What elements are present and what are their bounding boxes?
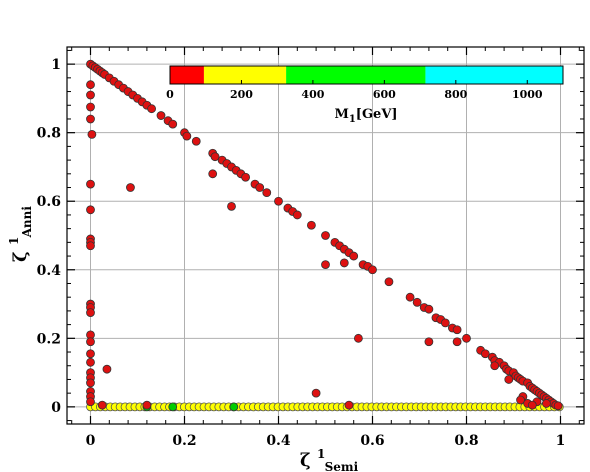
scatter-point-red xyxy=(504,375,514,384)
scatter-point-red xyxy=(86,397,95,407)
y-tick-label: 0.6 xyxy=(37,194,61,210)
scatter-point-red xyxy=(440,318,450,328)
scatter-point-red xyxy=(424,304,434,314)
colorbar-tick-label: 400 xyxy=(301,88,324,101)
scatter-point-red xyxy=(339,258,349,268)
scatter-point-red xyxy=(227,201,236,211)
y-tick-label: 0 xyxy=(51,400,61,416)
colorbar-segment-1 xyxy=(203,66,287,84)
colorbar-title: M1[GeV] xyxy=(334,107,397,125)
scatter-point-red xyxy=(147,104,157,114)
x-axis-title-main: ζ xyxy=(300,450,311,471)
colorbar-frame xyxy=(169,65,564,85)
axis-ticks: 0 0.2 0.4 0.6 0.8 1 0 0.2 0.4 0.6 0.8 1 xyxy=(37,47,584,449)
scatter-point-red xyxy=(126,183,135,192)
plot-frame xyxy=(66,46,585,425)
scatter-point-red xyxy=(191,136,201,146)
scatter-point-red xyxy=(262,188,272,198)
scatter-point-red xyxy=(86,337,95,347)
scatter-point-red xyxy=(321,260,330,270)
scatter-point-red xyxy=(86,179,95,189)
scatter-point-red xyxy=(182,131,192,141)
x-axis-title-sub: Semi xyxy=(325,460,359,472)
scatter-point-red xyxy=(86,205,95,215)
scatter-point-red xyxy=(452,325,462,335)
scatter-point-red xyxy=(86,357,95,367)
scatter-point-green xyxy=(229,402,239,412)
scatter-point-red xyxy=(210,152,220,162)
colorbar-tick-label: 1000 xyxy=(512,88,543,101)
colorbar: 0 200 400 600 800 1000 M1[GeV] xyxy=(166,65,564,125)
scatter-point-red xyxy=(353,333,363,343)
colorbar-segment-3 xyxy=(425,66,563,84)
colorbar-segment-0 xyxy=(170,66,204,84)
scatter-point-red xyxy=(241,172,251,182)
scatter-point-red xyxy=(86,114,95,124)
y-axis-title-main: ζ xyxy=(10,251,31,262)
scatter-point-red xyxy=(344,400,354,410)
x-tick-label: 1 xyxy=(556,433,566,449)
y-axis-title-sup: 1 xyxy=(7,237,21,245)
scatter-point-red xyxy=(516,395,525,405)
scatter-point-red xyxy=(349,251,359,261)
x-tick-label: 0.2 xyxy=(172,433,196,449)
x-axis-title: ζ 1 Semi xyxy=(300,442,359,472)
scatter-point-red xyxy=(86,378,95,388)
scatter-point-red xyxy=(542,399,551,408)
scatter-point-green xyxy=(168,402,178,412)
scatter-point-red xyxy=(86,90,95,100)
scatter-point-red xyxy=(97,400,107,410)
scatter-point-red xyxy=(368,265,377,275)
scatter-point-red xyxy=(168,119,178,129)
y-tick-label: 0.4 xyxy=(37,263,62,279)
scatter-point-red xyxy=(490,361,500,371)
scatter-point-red xyxy=(462,333,471,343)
scatter-point-red xyxy=(527,400,537,410)
colorbar-tick-label: 0 xyxy=(166,88,174,101)
scatter-point-red xyxy=(156,111,166,120)
scatter-point-red xyxy=(86,102,95,112)
scatter-point-red xyxy=(102,364,112,374)
y-tick-label: 0.8 xyxy=(37,126,61,142)
scatter-point-red xyxy=(480,349,490,359)
y-tick-label: 1 xyxy=(51,57,61,73)
scatter-point-red xyxy=(311,388,321,398)
scatter-points xyxy=(86,59,564,412)
x-tick-label: 0 xyxy=(86,433,96,449)
scatter-point-red xyxy=(424,337,434,347)
y-axis-title-sub: Anni xyxy=(20,206,34,239)
scatter-point-red xyxy=(412,297,422,307)
scatter-point-red xyxy=(452,337,462,347)
scatter-point-red xyxy=(553,401,563,411)
colorbar-tick-label: 800 xyxy=(444,88,467,101)
scatter-point-red xyxy=(384,277,394,287)
colorbar-segment-2 xyxy=(286,66,426,84)
scatter-point-red xyxy=(86,349,95,359)
scatter-point-red xyxy=(306,220,316,230)
scatter-point-red xyxy=(255,183,265,192)
scatter-point-red xyxy=(86,241,95,251)
scatter-point-red xyxy=(292,210,302,220)
y-axis-title: ζ 1 Anni xyxy=(2,206,34,262)
x-tick-label: 0.4 xyxy=(266,433,291,449)
scatter-point-red xyxy=(208,169,218,179)
colorbar-tick-label: 200 xyxy=(230,88,253,101)
scatter-point-red xyxy=(86,308,95,318)
x-tick-label: 0.8 xyxy=(454,433,478,449)
scatter-point-red xyxy=(405,292,415,302)
colorbar-tick-label: 600 xyxy=(373,88,396,101)
scatter-point-red xyxy=(86,80,95,90)
scatter-point-red xyxy=(274,196,283,206)
x-tick-label: 0.6 xyxy=(360,433,384,449)
y-tick-label: 0.2 xyxy=(37,331,61,347)
x-axis-title-sup: 1 xyxy=(317,447,325,461)
scatter-point-red xyxy=(321,231,330,240)
scatter-point-red xyxy=(87,129,97,139)
scatter-point-red xyxy=(142,400,152,410)
